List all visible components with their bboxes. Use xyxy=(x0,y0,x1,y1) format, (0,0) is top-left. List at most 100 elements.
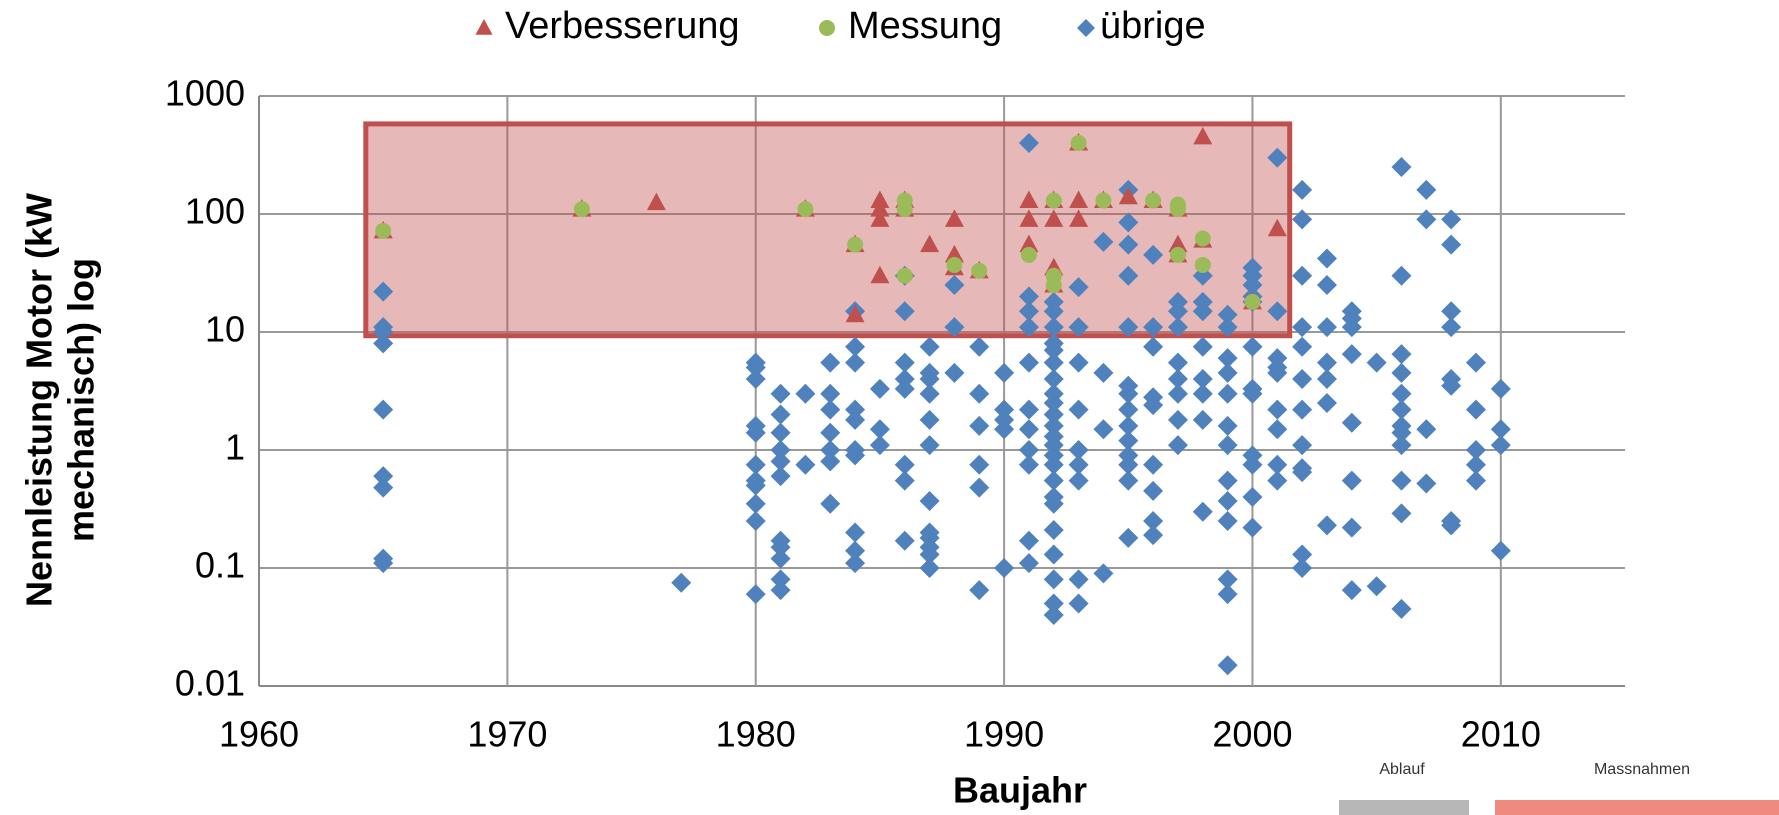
point xyxy=(1143,395,1164,416)
point xyxy=(1217,490,1238,511)
point xyxy=(869,419,890,440)
point xyxy=(1316,368,1337,389)
point xyxy=(1068,454,1089,475)
point xyxy=(1441,375,1462,396)
point xyxy=(1391,470,1412,491)
point xyxy=(1366,352,1387,373)
point xyxy=(820,422,841,443)
point xyxy=(845,399,866,420)
point xyxy=(845,409,866,430)
point xyxy=(1416,209,1437,230)
point xyxy=(745,493,766,514)
point xyxy=(1391,157,1412,178)
point xyxy=(969,415,990,436)
point xyxy=(1292,558,1313,578)
point xyxy=(1118,430,1139,451)
point xyxy=(1020,246,1037,263)
point xyxy=(1217,470,1238,491)
point xyxy=(1043,415,1064,436)
point xyxy=(1018,286,1039,307)
point xyxy=(1416,473,1437,494)
point xyxy=(1068,317,1089,338)
point xyxy=(869,435,890,456)
point xyxy=(770,383,791,404)
point xyxy=(1217,415,1238,436)
point xyxy=(896,201,913,218)
point xyxy=(1069,209,1089,227)
point xyxy=(845,304,865,323)
point xyxy=(845,336,866,357)
point xyxy=(1145,192,1162,209)
point xyxy=(896,267,913,284)
point xyxy=(1441,301,1462,322)
point xyxy=(969,454,990,475)
point xyxy=(373,477,394,498)
point xyxy=(1068,399,1089,420)
point xyxy=(1316,248,1337,269)
point xyxy=(373,399,394,420)
point xyxy=(1167,409,1188,430)
point xyxy=(994,362,1015,383)
point xyxy=(1267,399,1288,420)
point xyxy=(820,451,841,472)
point xyxy=(1018,399,1039,420)
point xyxy=(1093,419,1114,440)
point xyxy=(820,440,841,460)
point xyxy=(1043,368,1064,389)
point xyxy=(1292,544,1313,565)
point xyxy=(1143,244,1164,265)
point xyxy=(1095,192,1112,209)
point xyxy=(1292,265,1313,286)
point xyxy=(994,399,1015,420)
point xyxy=(820,493,841,514)
point xyxy=(1118,186,1138,205)
point xyxy=(894,530,915,551)
point xyxy=(770,548,791,569)
legend-marker xyxy=(819,20,835,36)
point xyxy=(795,383,816,404)
point xyxy=(1043,393,1064,414)
point xyxy=(944,244,964,263)
point xyxy=(373,322,394,342)
point xyxy=(1316,393,1337,414)
point xyxy=(969,580,990,601)
point xyxy=(1043,352,1064,373)
point xyxy=(1068,352,1089,373)
point xyxy=(944,209,964,227)
point xyxy=(646,192,666,211)
point xyxy=(994,558,1015,578)
point xyxy=(894,454,915,475)
point xyxy=(944,317,965,338)
point xyxy=(894,470,915,491)
point xyxy=(1018,352,1039,373)
point xyxy=(969,383,990,404)
point xyxy=(745,511,766,532)
point xyxy=(1267,301,1288,322)
point xyxy=(820,399,841,420)
point xyxy=(1118,212,1139,233)
x-tick-label: 2000 xyxy=(1212,714,1292,755)
point xyxy=(1194,230,1211,247)
point xyxy=(1465,454,1486,475)
point xyxy=(845,522,866,543)
point xyxy=(845,352,866,373)
point xyxy=(1292,179,1313,200)
point xyxy=(969,336,990,357)
point xyxy=(1391,344,1412,365)
point xyxy=(1167,368,1188,389)
point xyxy=(1391,265,1412,286)
point xyxy=(1391,422,1412,443)
point xyxy=(1242,383,1263,404)
point xyxy=(919,368,940,389)
point xyxy=(1217,569,1238,590)
point xyxy=(1018,454,1039,475)
point xyxy=(1143,525,1164,546)
point xyxy=(1043,404,1064,425)
point xyxy=(770,451,791,472)
point xyxy=(1267,147,1288,168)
point xyxy=(745,357,766,378)
x-tick-label: 1980 xyxy=(716,714,796,755)
point xyxy=(919,336,940,357)
point xyxy=(1019,190,1039,209)
